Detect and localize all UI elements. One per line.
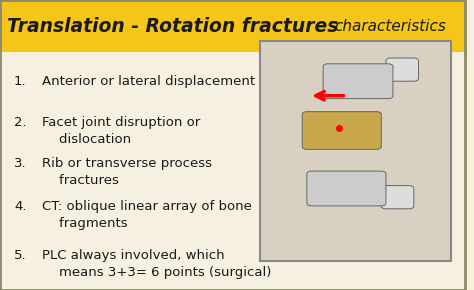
Text: Anterior or lateral displacement: Anterior or lateral displacement xyxy=(42,75,255,88)
Text: 3.: 3. xyxy=(14,157,27,170)
FancyBboxPatch shape xyxy=(386,58,419,81)
Text: PLC always involved, which
    means 3+3= 6 points (surgical): PLC always involved, which means 3+3= 6 … xyxy=(42,249,271,279)
FancyBboxPatch shape xyxy=(0,0,465,52)
FancyBboxPatch shape xyxy=(307,171,386,206)
Text: 1.: 1. xyxy=(14,75,27,88)
Text: Rib or transverse process
    fractures: Rib or transverse process fractures xyxy=(42,157,212,186)
Text: 5.: 5. xyxy=(14,249,27,262)
Text: 4.: 4. xyxy=(14,200,27,213)
FancyBboxPatch shape xyxy=(381,186,414,209)
Text: Translation - Rotation fractures: Translation - Rotation fractures xyxy=(7,17,338,36)
FancyBboxPatch shape xyxy=(323,64,393,99)
FancyBboxPatch shape xyxy=(302,112,381,149)
Text: CT: oblique linear array of bone
    fragments: CT: oblique linear array of bone fragmen… xyxy=(42,200,252,230)
Text: characteristics: characteristics xyxy=(335,19,447,34)
FancyBboxPatch shape xyxy=(260,41,451,261)
Text: 2.: 2. xyxy=(14,116,27,129)
Text: Facet joint disruption or
    dislocation: Facet joint disruption or dislocation xyxy=(42,116,200,146)
